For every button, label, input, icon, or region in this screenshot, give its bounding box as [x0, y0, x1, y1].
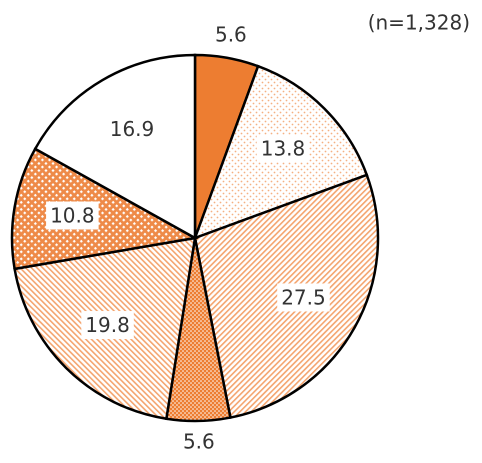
data-label: 16.9 — [110, 117, 155, 141]
label-box — [277, 283, 330, 312]
data-label: 27.5 — [281, 285, 326, 309]
label-box — [256, 134, 310, 163]
label-box — [81, 311, 134, 340]
label-box — [46, 201, 99, 230]
pie-slice — [33, 53, 197, 241]
annotation: (n=1,328) — [368, 11, 470, 35]
data-label: 10.8 — [50, 203, 95, 227]
pie-slice — [10, 147, 199, 271]
data-label: 13.8 — [261, 137, 306, 161]
data-label: 5.6 — [215, 23, 247, 47]
data-label: 5.6 — [183, 429, 215, 453]
data-label: 19.8 — [85, 313, 130, 337]
